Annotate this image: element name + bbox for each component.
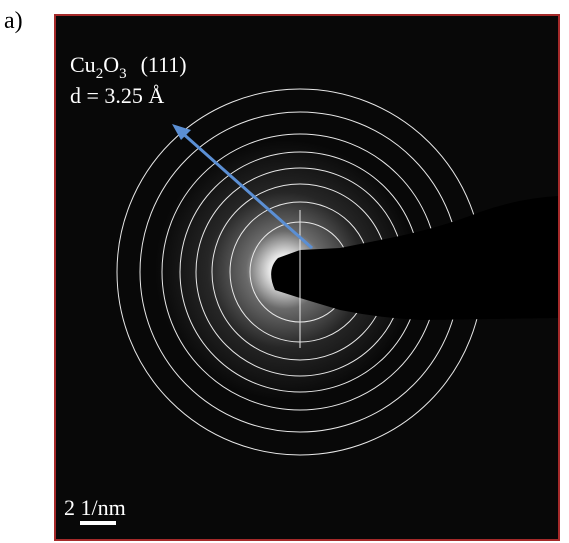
panel-label: a) — [4, 8, 23, 34]
scale-bar — [80, 521, 116, 525]
scale-bar-label: 2 1/nm — [64, 495, 126, 520]
formula-part: Cu — [70, 52, 96, 77]
formula-part: 2 — [96, 66, 104, 82]
annotation-spacing: d = 3.25 Å — [70, 83, 164, 108]
formula-part: 3 — [119, 66, 127, 82]
formula-part: O — [103, 52, 119, 77]
formula-part: (111) — [141, 52, 187, 77]
figure: a) Cu2O3 (111) d = 3.25 Å 2 1/nm — [0, 0, 569, 543]
